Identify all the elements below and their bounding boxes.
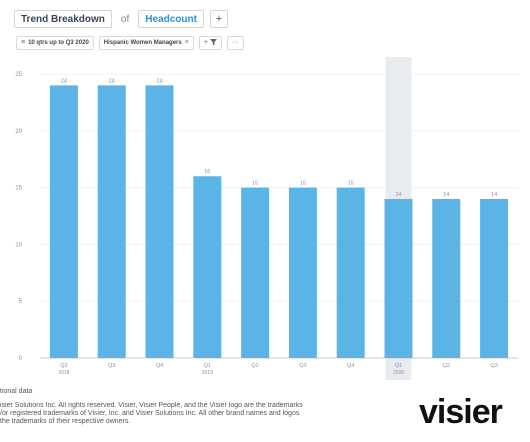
x-tick-label: Q2 [60, 363, 67, 369]
bar [193, 176, 222, 358]
x-tick-label: Q4 [347, 363, 354, 369]
data-note: tional data [0, 388, 33, 395]
x-tick-label: Q1 [204, 363, 211, 369]
y-tick-label: 5 [19, 299, 23, 305]
bar [288, 187, 317, 358]
data-label: 15 [252, 181, 258, 187]
data-label: 15 [300, 181, 306, 187]
x-tick-year-label: 2020 [393, 370, 404, 376]
period-filter-label: 10 qtrs up to Q3 2020 [28, 40, 89, 46]
data-label: 14 [395, 192, 401, 198]
y-tick-label: 0 [19, 356, 23, 362]
more-options-button[interactable]: ··· [226, 36, 244, 50]
x-tick-label: Q3 [108, 363, 115, 369]
close-icon[interactable]: × [184, 39, 189, 46]
bar [241, 187, 270, 358]
of-label: of [120, 13, 130, 25]
add-metric-button[interactable]: + [209, 10, 228, 28]
data-label: 16 [204, 169, 210, 175]
bar [336, 187, 365, 358]
add-filter-label: + [203, 39, 208, 46]
trend-chart: 051015202524Q2201824Q324Q416Q1201915Q215… [15, 57, 518, 380]
period-filter-chip[interactable]: ≡ 10 qtrs up to Q3 2020 [16, 36, 94, 50]
population-filter-label: Hispanic Women Managers [103, 40, 182, 46]
data-label: 24 [61, 78, 67, 84]
x-tick-label: Q2 [251, 363, 258, 369]
data-label: 15 [348, 181, 354, 187]
copyright-notice: isier Solutions Inc. All rights reserved… [0, 402, 400, 426]
y-tick-label: 15 [15, 186, 22, 192]
add-filter-button[interactable]: + [198, 36, 222, 50]
calendar-icon: ≡ [21, 39, 26, 46]
copyright-line: isier Solutions Inc. All rights reserved… [0, 402, 303, 409]
filter-bar: ≡ 10 qtrs up to Q3 2020 Hispanic Women M… [16, 36, 244, 50]
x-tick-year-label: 2018 [58, 370, 69, 376]
bar [97, 85, 126, 359]
metric-selector[interactable]: Headcount [138, 10, 204, 28]
x-tick-year-label: 2019 [202, 370, 213, 376]
x-tick-label: Q3 [299, 363, 306, 369]
toolbar: Trend Breakdown of Headcount + [14, 9, 228, 29]
y-tick-label: 20 [15, 129, 22, 135]
y-tick-label: 10 [15, 242, 22, 248]
x-tick-label: Q1 [395, 363, 402, 369]
view-selector[interactable]: Trend Breakdown [14, 10, 112, 28]
bar [49, 85, 78, 359]
x-tick-label: Q4 [156, 363, 163, 369]
copyright-line: the trademarks of their respective owner… [0, 418, 131, 425]
y-tick-label: 25 [15, 72, 22, 78]
population-filter-chip[interactable]: Hispanic Women Managers × [98, 36, 194, 50]
data-label: 14 [491, 192, 497, 198]
data-label: 14 [443, 192, 449, 198]
data-label: 24 [156, 78, 162, 84]
x-tick-label: Q3 [490, 363, 497, 369]
x-tick-label: Q2 [443, 363, 450, 369]
funnel-icon [209, 38, 217, 46]
bar [145, 85, 174, 359]
bar [384, 198, 413, 358]
data-label: 24 [109, 78, 115, 84]
bar [432, 198, 461, 358]
bar [480, 198, 509, 358]
visier-logo: visier [419, 393, 503, 431]
copyright-line: /or registered trademarks of Visier, Inc… [0, 410, 300, 417]
